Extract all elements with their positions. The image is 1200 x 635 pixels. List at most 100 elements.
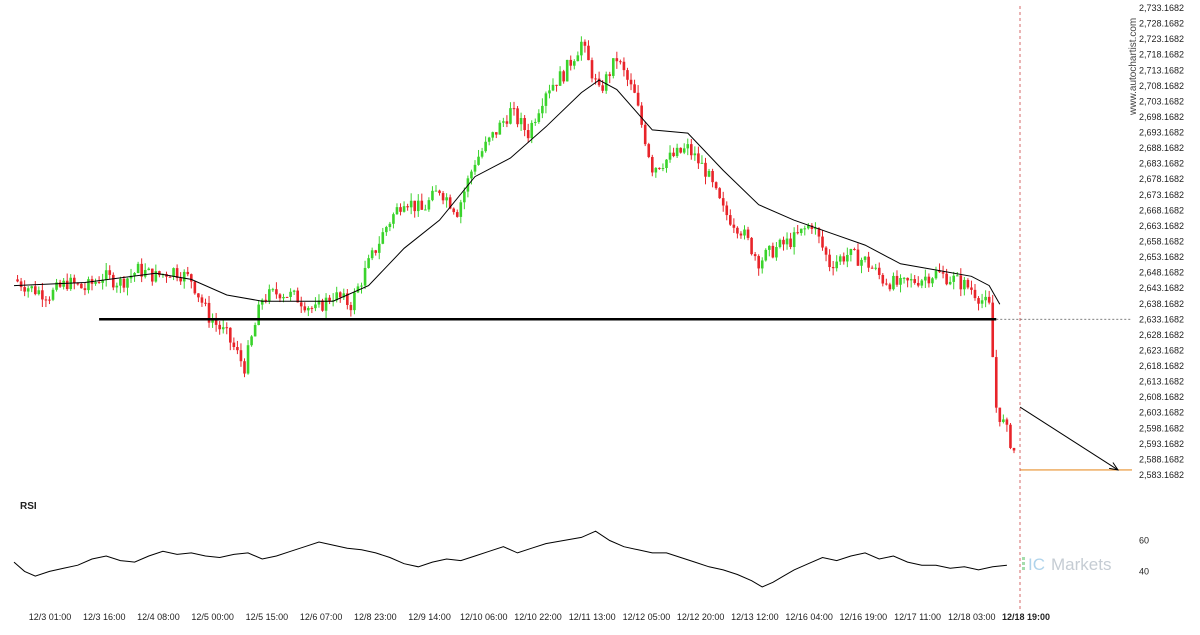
candle-body: [739, 233, 743, 236]
candle-body: [406, 206, 409, 208]
candle-body: [934, 270, 938, 279]
candle-body: [41, 290, 44, 300]
candle-body: [172, 268, 175, 277]
candle-body: [168, 276, 172, 278]
candlestick-series: [16, 36, 1016, 454]
candle-body: [356, 286, 360, 293]
candle-body: [991, 302, 995, 358]
candle-body: [562, 71, 565, 82]
candle-body: [289, 291, 292, 297]
candle-body: [519, 118, 523, 125]
candle-body: [193, 281, 197, 294]
y-tick-label: 2,638.1682: [1139, 299, 1184, 309]
candle-body: [480, 151, 484, 157]
candle-body: [604, 74, 608, 91]
moving-average-layer: [13, 79, 1001, 305]
candle-body: [892, 275, 895, 290]
y-tick-label: 2,648.1682: [1139, 268, 1184, 278]
candle-body: [725, 205, 729, 216]
candle-body: [147, 268, 151, 271]
candle-body: [296, 290, 299, 303]
x-tick-label: 12/17 11:00: [894, 612, 941, 622]
candle-body: [498, 122, 502, 135]
candle-body: [448, 197, 452, 209]
y-tick-label: 2,693.1682: [1139, 128, 1184, 138]
candle-body: [551, 84, 555, 91]
y-tick-label: 2,613.1682: [1139, 377, 1184, 387]
candle-body: [924, 276, 927, 281]
y-tick-label: 2,628.1682: [1139, 330, 1184, 340]
candle-body: [399, 207, 402, 212]
candle-body: [750, 237, 753, 255]
candle-body: [1009, 424, 1012, 448]
y-tick-label: 2,678.1682: [1139, 174, 1184, 184]
candle-body: [76, 283, 80, 285]
candle-body: [321, 300, 324, 311]
candle-body: [136, 263, 140, 274]
candle-body: [491, 132, 495, 138]
candle-body: [30, 286, 34, 289]
candle-body: [455, 212, 459, 217]
candle-body: [948, 281, 952, 285]
candle-body: [367, 258, 370, 268]
candle-body: [576, 55, 580, 62]
candle-body: [363, 267, 367, 286]
candle-body: [796, 232, 799, 234]
candle-body: [590, 60, 594, 79]
candle-body: [51, 289, 55, 300]
candle-body: [704, 162, 707, 177]
y-tick-label: 2,718.1682: [1139, 50, 1184, 60]
candle-body: [509, 108, 512, 124]
candle-body: [388, 223, 392, 228]
candle-body: [679, 147, 682, 153]
candle-body: [285, 296, 289, 298]
candle-body: [927, 276, 931, 284]
candle-body: [232, 342, 236, 348]
candle-body: [608, 74, 612, 76]
y-tick-label: 2,663.1682: [1139, 221, 1184, 231]
candle-body: [94, 282, 97, 284]
candle-body: [37, 290, 41, 295]
x-tick-label: 12/16 04:00: [785, 612, 833, 622]
y-tick-label: 2,593.1682: [1139, 439, 1184, 449]
candle-body: [686, 144, 690, 149]
candle-body: [885, 283, 888, 285]
candle-body: [945, 273, 948, 285]
candle-body: [668, 152, 672, 160]
candle-body: [558, 71, 562, 86]
candle-body: [938, 270, 941, 273]
candle-body: [789, 238, 792, 248]
candle-body: [427, 200, 431, 210]
candle-body: [672, 152, 675, 157]
candle-body: [842, 256, 846, 262]
candle-body: [597, 78, 601, 86]
candle-body: [906, 277, 909, 281]
candle-body: [214, 320, 218, 325]
candle-body: [548, 90, 551, 94]
candle-body: [913, 279, 917, 283]
candle-body: [119, 278, 122, 286]
candle-body: [881, 274, 885, 284]
x-tick-label: 12/10 22:00: [514, 612, 562, 622]
candle-body: [743, 229, 746, 236]
candle-body: [346, 293, 349, 305]
y-tick-label: 2,658.1682: [1139, 237, 1184, 247]
candle-body: [104, 270, 108, 280]
candle-body: [661, 168, 665, 170]
candle-body: [473, 164, 477, 172]
candle-body: [994, 357, 998, 408]
candle-body: [853, 249, 856, 251]
candle-body: [179, 277, 182, 282]
candle-body: [111, 274, 115, 288]
candle-body: [764, 249, 768, 261]
candle-body: [101, 279, 104, 283]
x-tick-label: 12/8 23:00: [354, 612, 397, 622]
candle-body: [810, 225, 814, 229]
candle-body: [253, 325, 257, 337]
projection-arrow-head: [1109, 462, 1120, 471]
x-tick-label: 12/18 19:00: [1002, 612, 1050, 622]
candle-body: [303, 306, 307, 311]
candle-body: [314, 304, 317, 309]
candle-body: [831, 267, 835, 269]
candle-body: [257, 304, 260, 326]
